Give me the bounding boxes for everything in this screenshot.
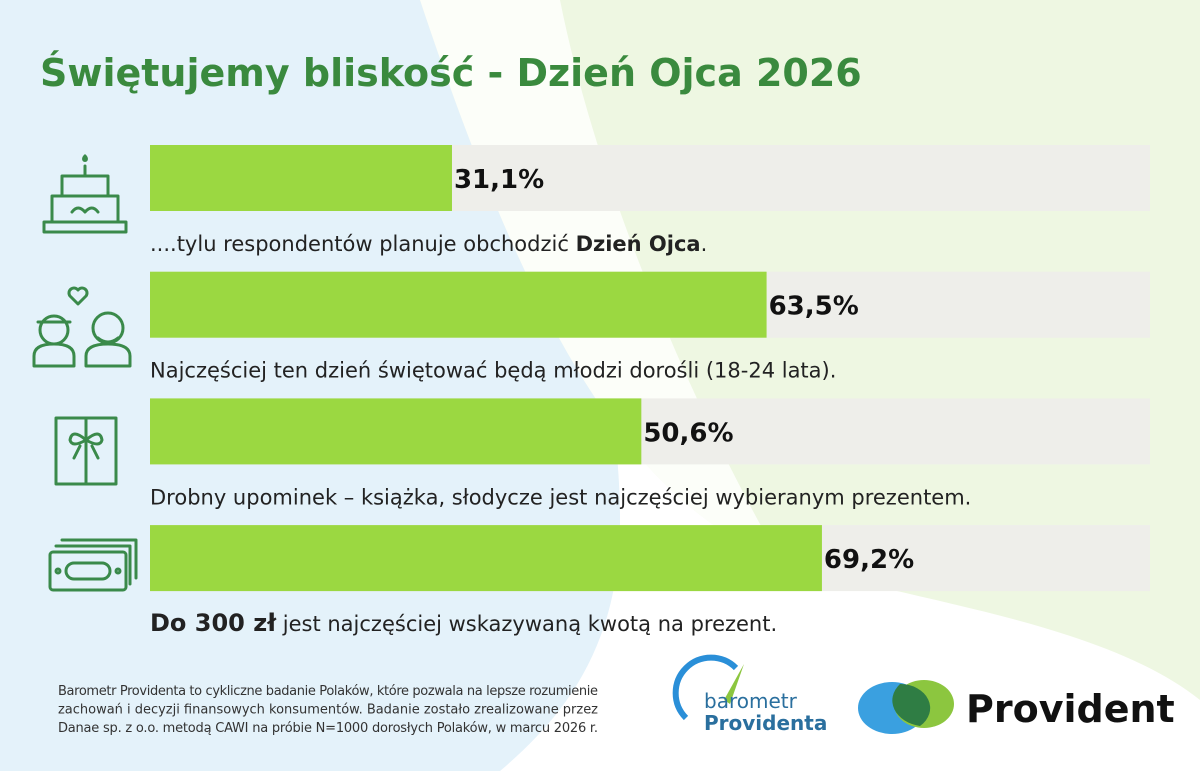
icon-gift-book (54, 416, 118, 486)
value-label: 50,6% (643, 418, 733, 448)
description-part: Najczęściej ten dzień świętować będą mło… (150, 359, 836, 383)
bar (150, 398, 642, 465)
icon-cake (42, 154, 128, 234)
logo-word: Providenta (704, 711, 827, 735)
note-line: Barometr Providenta to cykliczne badanie… (58, 684, 598, 699)
value-label: 63,5% (769, 292, 859, 322)
description-part: Drobny upominek – książka, słodycze jest… (150, 485, 971, 509)
value-label: 31,1% (454, 165, 544, 195)
logo-provident: Provident (858, 680, 1175, 734)
description-part: Do 300 zł (150, 609, 277, 637)
icon-people (32, 286, 132, 368)
description-part: jest najczęściej wskazywaną kwotą na pre… (276, 612, 777, 636)
bar (150, 525, 822, 592)
value-label: 69,2% (824, 545, 914, 575)
description: Najczęściej ten dzień świętować będą mło… (150, 359, 836, 383)
title: Świętujemy bliskość - Dzień Ojca 2026 (40, 51, 862, 95)
icon-money (48, 538, 138, 592)
description: ....tylu respondentów planuje obchodzić … (150, 232, 707, 256)
logo-word: Provident (966, 687, 1175, 731)
note-line: Danae sp. z o.o. metodą CAWI na próbie N… (58, 721, 598, 736)
bar (150, 271, 767, 338)
footer-note: Barometr Providenta to cykliczne badanie… (58, 684, 598, 736)
rows: 31,1% ....tylu respondentów planuje obcho… (150, 145, 1150, 637)
bar (150, 145, 452, 211)
logo-word: barometr (704, 689, 798, 713)
description-part: ....tylu respondentów planuje obchodzić (150, 232, 576, 256)
note-line: zachowań i decyzji finansowych konsument… (58, 703, 598, 718)
description: Drobny upominek – książka, słodycze jest… (150, 485, 971, 509)
logo-barometr: barometr Providenta (672, 654, 827, 735)
description: Do 300 zł jest najczęściej wskazywaną kw… (150, 609, 777, 637)
description-part: Dzień Ojca (576, 232, 701, 256)
description-part: . (701, 232, 708, 256)
